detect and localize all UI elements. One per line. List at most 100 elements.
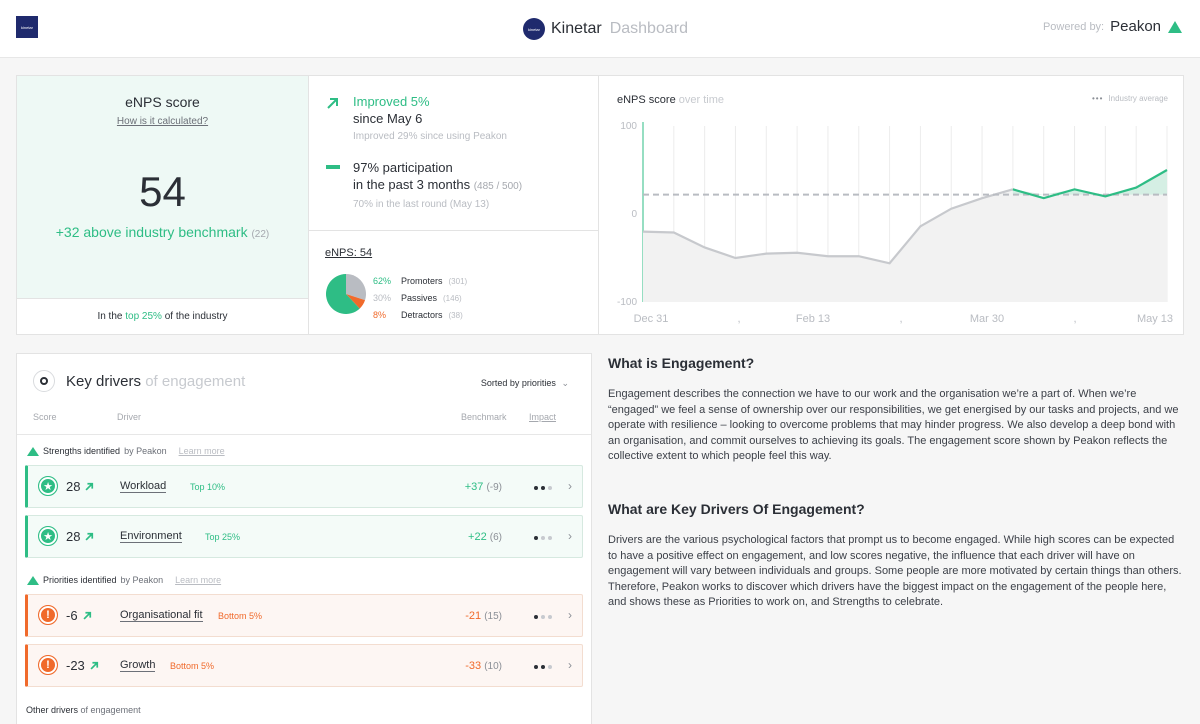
series-line-above-average (1012, 169, 1168, 200)
legend-pct: 8% (373, 310, 387, 320)
peakon-mark-icon (27, 446, 39, 456)
strengths-section-label: Strengths identified by Peakon Learn mor… (27, 446, 225, 456)
enps-legend: 62% Promoters (301) 30% Passives (146) 8% Detra… (373, 273, 467, 324)
x-tick-label: , (899, 313, 902, 325)
legend-count: (38) (448, 311, 463, 320)
driver-score: 28 (66, 479, 95, 494)
col-impact[interactable]: Impact (529, 412, 557, 422)
brand-title: kinetar Kinetar Dashboard (523, 17, 688, 41)
driver-tag: Bottom 5% (218, 611, 263, 621)
driver-tag: Top 25% (205, 532, 241, 542)
other-label: Other drivers (26, 705, 79, 715)
rank-suffix: of the industry (164, 311, 228, 322)
strengths-label: Strengths identified (43, 446, 121, 456)
driver-score: -6 (66, 608, 93, 623)
trend-up-icon (85, 532, 94, 541)
trend-up-icon (83, 611, 91, 620)
drivers-paragraph: Drivers are the various psychological fa… (608, 534, 1182, 608)
line-chart-svg: 100 0 -100 Dec 31, Feb 13, Mar 30, May 13 (617, 121, 1173, 325)
legend-count: (301) (448, 277, 468, 286)
brand-logo-text: kinetar (527, 26, 540, 32)
engagement-heading: What is Engagement? (608, 355, 755, 371)
driver-benchmark-sub: (-9) (486, 482, 502, 493)
stats-pane: Improved 5% since May 6 Improved 29% sin… (309, 76, 599, 335)
impact-dots (534, 615, 552, 619)
driver-tag: Bottom 5% (170, 661, 215, 671)
driver-score: -23 (66, 658, 100, 673)
driver-name[interactable]: Growth (120, 659, 156, 672)
driver-row-growth[interactable]: ! -23 Growth Bottom 5% -33 (10) › (25, 644, 583, 687)
participation-count: (485 / 500) (473, 181, 523, 192)
x-tick-label: Mar 30 (970, 313, 1004, 325)
score-title: eNPS score (125, 94, 200, 110)
how-calculated-link[interactable]: How is it calculated? (116, 116, 209, 127)
legend-label: Detractors (401, 310, 443, 320)
driver-score-value: -6 (66, 608, 78, 623)
participation-bar-icon (326, 165, 340, 169)
legend-row: 62% Promoters (301) (373, 273, 467, 290)
drivers-title: Key drivers of engagement (66, 373, 245, 390)
legend-label: Passives (401, 293, 438, 303)
enps-score-value: 54 (139, 168, 186, 215)
improved-total: Improved 29% since using Peakon (353, 131, 507, 142)
chevron-right-icon: › (568, 479, 572, 493)
driver-name[interactable]: Organisational fit (120, 609, 203, 622)
benchmark-sub: (22) (251, 229, 270, 240)
col-benchmark: Benchmark (461, 412, 507, 422)
priorities-by: by Peakon (120, 575, 164, 585)
driver-row-environment[interactable]: ★ 28 Environment Top 25% +22 (6) › (25, 515, 583, 558)
divider (17, 434, 591, 435)
improved-since: since May 6 (353, 111, 423, 126)
pie-slice-promoters (326, 274, 360, 314)
above-average-area (1012, 170, 1167, 195)
company-logo[interactable]: kinetar (16, 16, 38, 38)
enps-split: eNPS: 54 62% Promoters (301) 30% Passives (14… (309, 230, 598, 335)
pie-slice-passives (346, 274, 366, 301)
driver-benchmark-value: +37 (464, 481, 484, 493)
driver-name[interactable]: Workload (120, 480, 167, 493)
impact-dots (534, 665, 552, 669)
other-drivers-label: Other drivers of engagement (26, 705, 141, 715)
star-icon: ★ (38, 526, 58, 546)
score-pane: eNPS score How is it calculated? 54 +32 … (17, 76, 309, 298)
driver-benchmark-value: +22 (468, 531, 487, 543)
chart-legend: ••• Industry average (1092, 94, 1168, 103)
strengths-learn-more-link[interactable]: Learn more (178, 446, 225, 456)
participation-title: 97% participation (353, 160, 453, 175)
company-logo-text: kinetar (20, 24, 33, 30)
engagement-info: What is Engagement? Engagement describes… (608, 355, 1184, 465)
driver-tag: Top 10% (190, 482, 226, 492)
enps-pie-chart (326, 274, 366, 314)
benchmark-text: +32 above industry benchmark (22) (17, 224, 308, 240)
enps-over-time-chart: eNPS score over time ••• Industry averag… (599, 76, 1184, 335)
legend-count: (146) (443, 294, 462, 303)
x-tick-label: May 13 (1137, 313, 1173, 325)
driver-row-workload[interactable]: ★ 28 Workload Top 10% +37 (-9) › (25, 465, 583, 508)
driver-row-organisational-fit[interactable]: ! -6 Organisational fit Bottom 5% -21 (1… (25, 594, 583, 637)
y-tick-label: 100 (620, 121, 637, 132)
chevron-right-icon: › (568, 529, 572, 543)
peakon-logo-icon (1168, 20, 1182, 33)
priorities-learn-more-link[interactable]: Learn more (175, 575, 222, 585)
chart-subtitle: over time (678, 94, 725, 106)
driver-score-value: 28 (66, 529, 81, 544)
trend-up-icon (327, 98, 338, 109)
legend-row: 30% Passives (146) (373, 290, 467, 307)
driver-benchmark-sub: (10) (484, 661, 502, 672)
enps-overview-card: eNPS score How is it calculated? 54 +32 … (16, 75, 1184, 335)
x-tick-label: , (737, 313, 740, 325)
legend-pct: 62% (373, 276, 392, 286)
chevron-right-icon: › (568, 608, 572, 622)
improved-title: Improved 5% (353, 94, 430, 109)
sort-dropdown[interactable]: Sorted by priorities ⌄ (481, 378, 569, 389)
chart-legend-label: Industry average (1108, 94, 1168, 103)
enps-label[interactable]: eNPS: 54 (325, 247, 373, 259)
driver-name[interactable]: Environment (120, 530, 182, 543)
driver-score-value: -23 (66, 658, 85, 673)
alert-icon: ! (38, 605, 58, 625)
impact-dots (534, 486, 552, 490)
driver-benchmark: -33 (10) (465, 660, 502, 672)
powered-by: Powered by: Peakon (1043, 18, 1182, 35)
powered-label: Powered by: (1042, 20, 1105, 33)
driver-benchmark: +22 (6) (468, 531, 502, 543)
